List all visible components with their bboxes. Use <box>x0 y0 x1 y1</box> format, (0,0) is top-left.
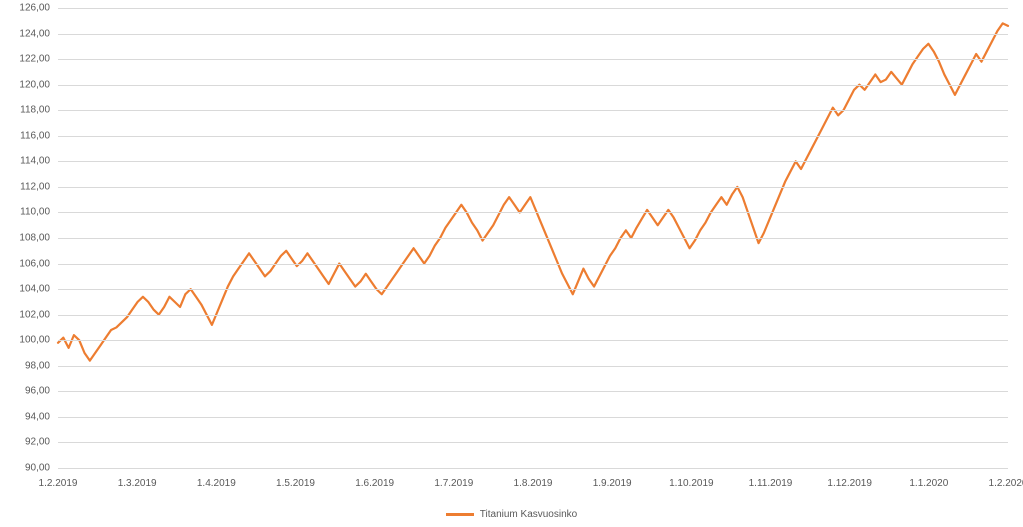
x-tick-label: 1.2.2019 <box>39 478 78 489</box>
y-tick-label: 116,00 <box>0 130 50 141</box>
gridline <box>58 289 1008 290</box>
y-tick-label: 100,00 <box>0 335 50 346</box>
y-tick-label: 110,00 <box>0 207 50 218</box>
series-path <box>58 23 1008 360</box>
x-tick-label: 1.4.2019 <box>197 478 236 489</box>
y-tick-label: 106,00 <box>0 258 50 269</box>
x-tick-label: 1.3.2019 <box>118 478 157 489</box>
x-tick-label: 1.11.2019 <box>749 478 793 489</box>
y-tick-label: 122,00 <box>0 54 50 65</box>
line-chart: 90,00 92,00 94,00 96,00 98,00 100,00 102,00 104… <box>0 0 1023 527</box>
gridline <box>58 468 1008 469</box>
y-tick-label: 112,00 <box>0 181 50 192</box>
y-tick-label: 120,00 <box>0 79 50 90</box>
x-tick-label: 1.7.2019 <box>434 478 473 489</box>
y-tick-label: 114,00 <box>0 156 50 167</box>
y-tick-label: 118,00 <box>0 105 50 116</box>
gridline <box>58 391 1008 392</box>
legend-item: Titanium Kasvuosinko <box>446 509 577 520</box>
gridline <box>58 136 1008 137</box>
x-tick-label: 1.6.2019 <box>355 478 394 489</box>
gridline <box>58 59 1008 60</box>
gridline <box>58 264 1008 265</box>
y-tick-label: 102,00 <box>0 309 50 320</box>
gridline <box>58 187 1008 188</box>
gridline <box>58 366 1008 367</box>
gridline <box>58 110 1008 111</box>
gridline <box>58 85 1008 86</box>
y-tick-label: 98,00 <box>0 360 50 371</box>
x-tick-label: 1.10.2019 <box>669 478 714 489</box>
gridline <box>58 161 1008 162</box>
y-tick-label: 96,00 <box>0 386 50 397</box>
y-tick-label: 126,00 <box>0 3 50 14</box>
x-tick-label: 1.5.2019 <box>276 478 315 489</box>
gridline <box>58 238 1008 239</box>
legend-label: Titanium Kasvuosinko <box>480 509 577 520</box>
y-tick-label: 90,00 <box>0 463 50 474</box>
x-tick-label: 1.8.2019 <box>514 478 553 489</box>
gridline <box>58 340 1008 341</box>
gridline <box>58 417 1008 418</box>
y-tick-label: 108,00 <box>0 233 50 244</box>
y-tick-label: 92,00 <box>0 437 50 448</box>
x-tick-label: 1.1.2020 <box>909 478 948 489</box>
legend-swatch <box>446 513 474 516</box>
gridline <box>58 315 1008 316</box>
legend: Titanium Kasvuosinko <box>0 508 1023 520</box>
y-tick-label: 94,00 <box>0 411 50 422</box>
gridline <box>58 212 1008 213</box>
x-tick-label: 1.9.2019 <box>593 478 632 489</box>
plot-area <box>58 8 1008 468</box>
y-tick-label: 104,00 <box>0 284 50 295</box>
gridline <box>58 442 1008 443</box>
gridline <box>58 34 1008 35</box>
y-tick-label: 124,00 <box>0 28 50 39</box>
gridline <box>58 8 1008 9</box>
x-tick-label: 1.12.2019 <box>827 478 872 489</box>
x-tick-label: 1.2.2020 <box>989 478 1023 489</box>
